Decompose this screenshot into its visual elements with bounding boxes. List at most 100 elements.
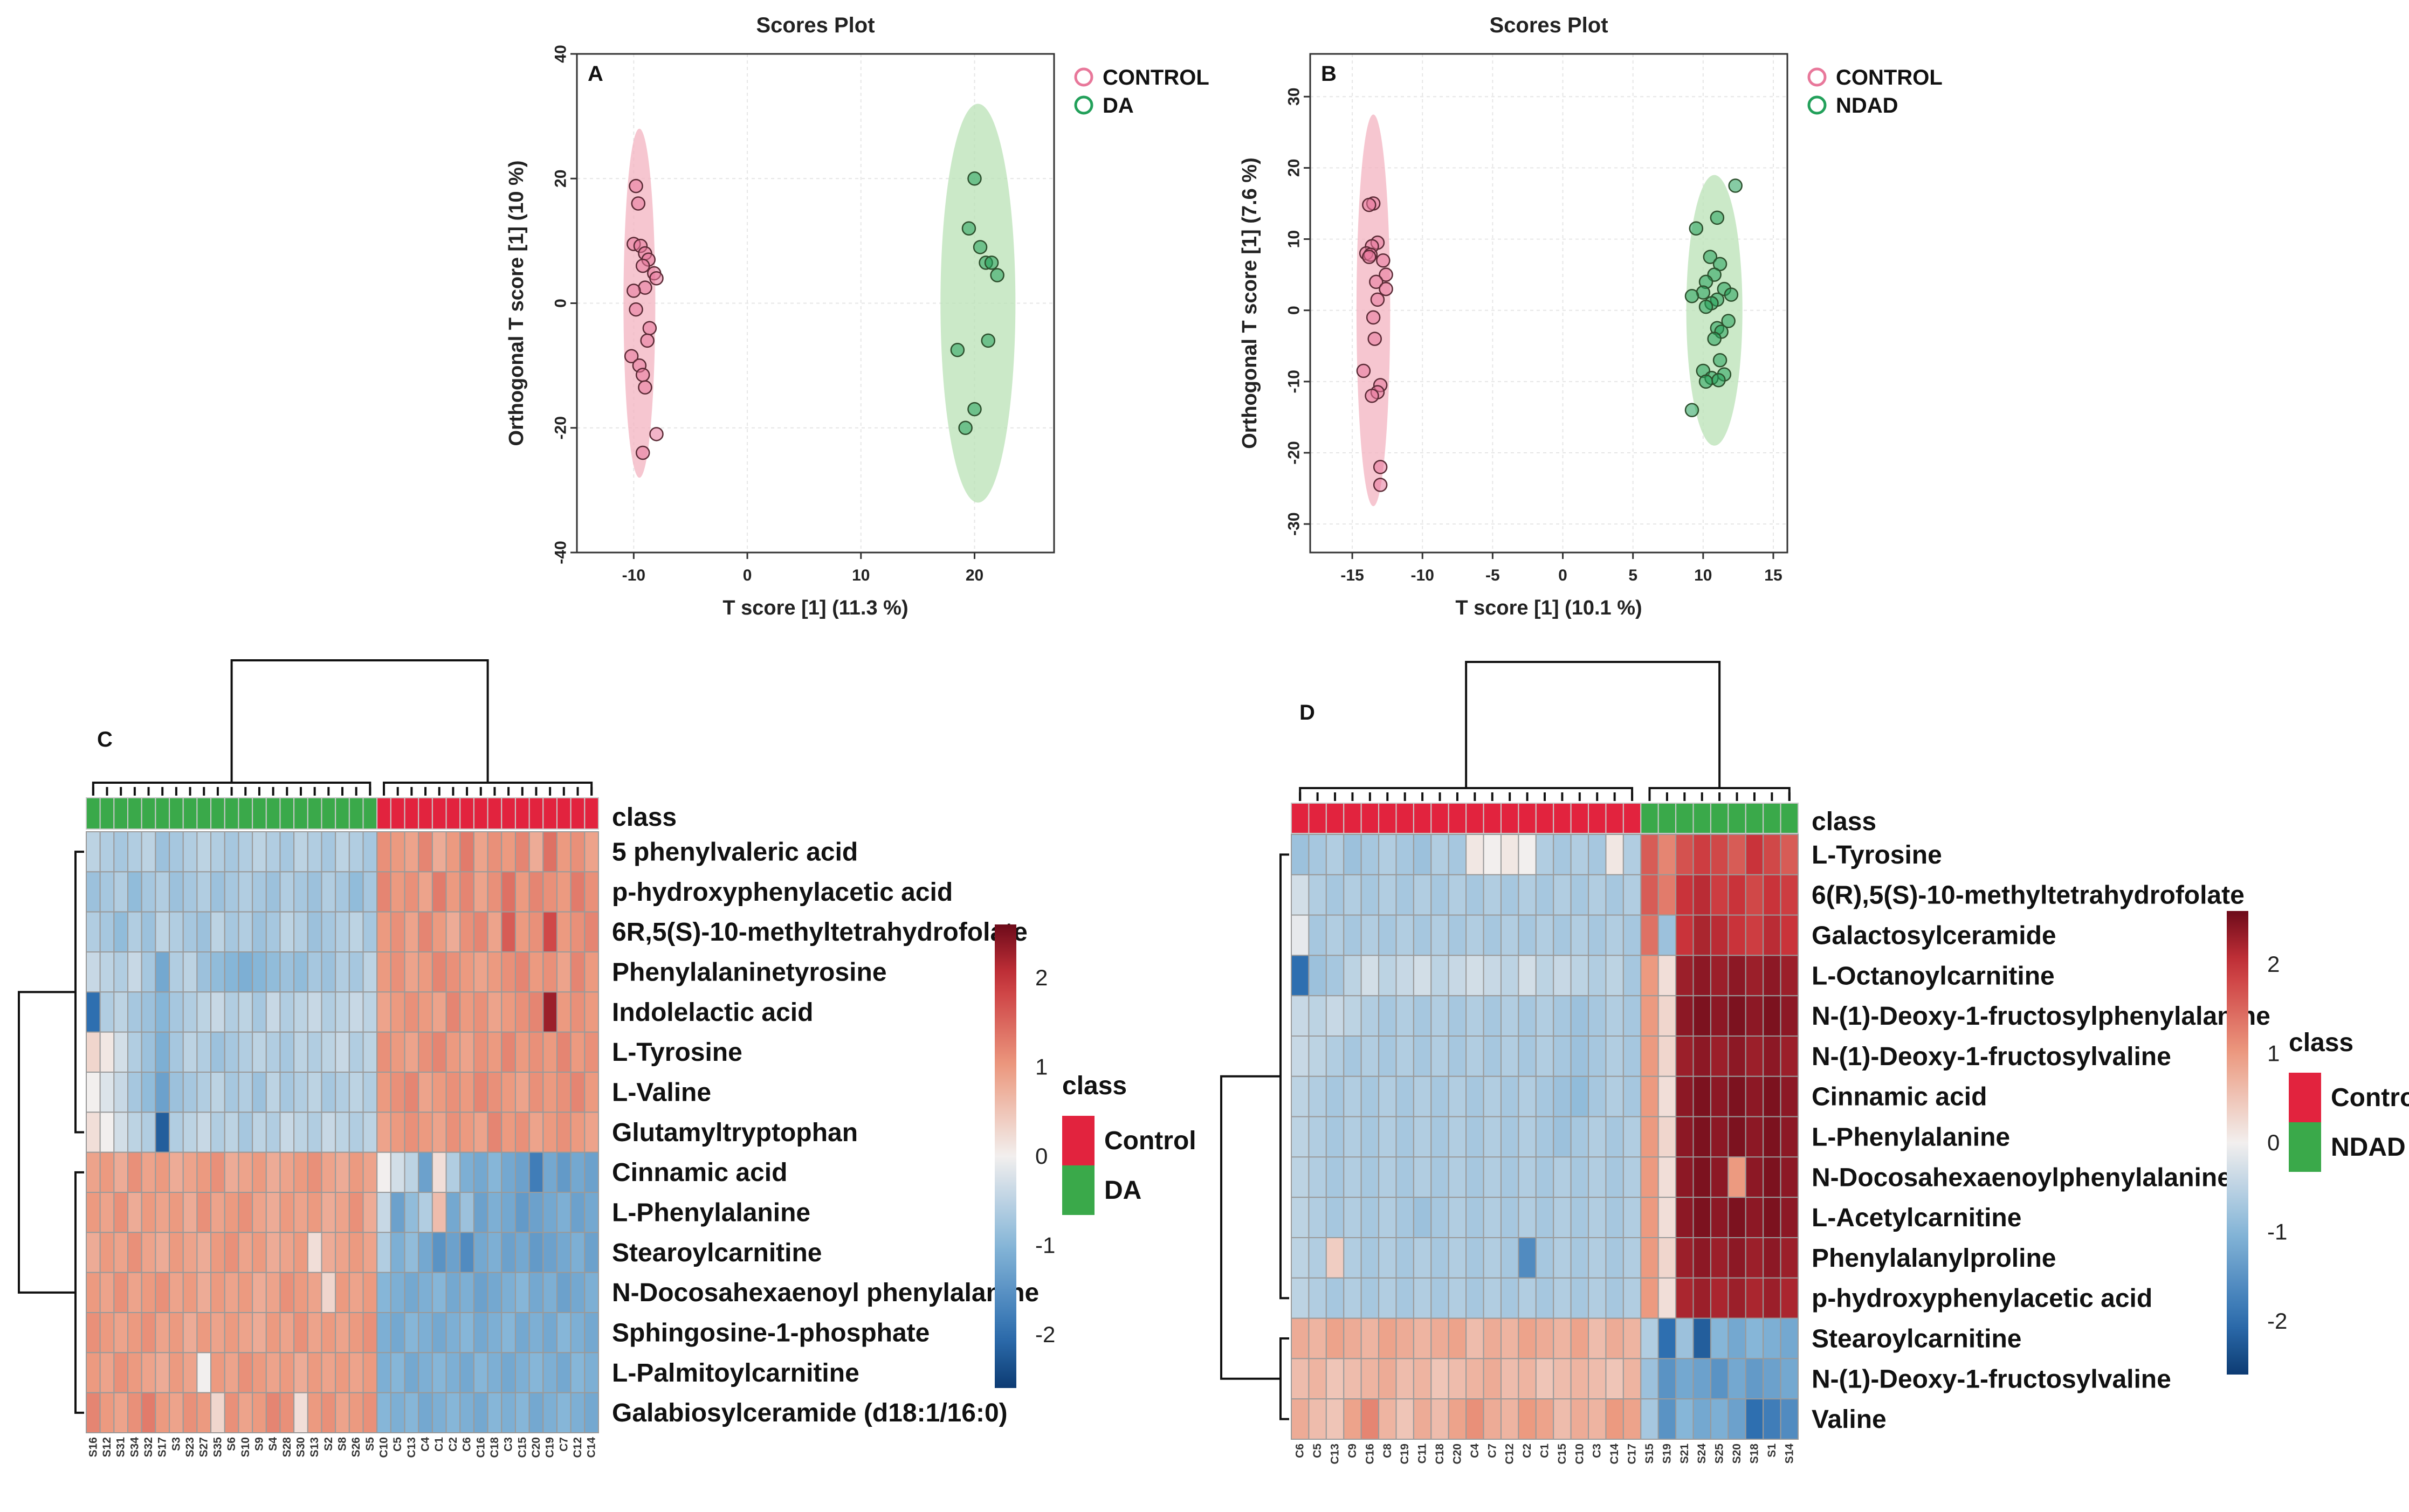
heatmap-cell xyxy=(1727,1317,1746,1359)
data-point xyxy=(984,256,999,270)
row-label: Cinnamic acid xyxy=(1812,1083,1987,1111)
heatmap-cell xyxy=(1588,995,1607,1037)
heatmap-cell xyxy=(1500,1237,1519,1279)
legend-marker xyxy=(1074,95,1093,115)
class-cell xyxy=(473,797,488,830)
heatmap-cell xyxy=(1448,1358,1467,1400)
heatmap-cell xyxy=(86,1192,101,1233)
column-label: C7 xyxy=(557,1437,570,1452)
heatmap-cell xyxy=(1308,1358,1327,1400)
heatmap-cell xyxy=(376,1031,391,1073)
dendrogram-branch xyxy=(383,782,593,796)
heatmap-cell xyxy=(390,1232,405,1273)
legend-swatch xyxy=(1062,1116,1095,1165)
heatmap-cell xyxy=(169,1111,184,1153)
heatmap-cell xyxy=(528,1031,544,1073)
data-point xyxy=(1724,287,1739,302)
heatmap-cell xyxy=(528,1232,544,1273)
heatmap-cell xyxy=(1360,834,1380,875)
heatmap-cell xyxy=(1745,1156,1764,1198)
heatmap-cell xyxy=(169,1151,184,1193)
column-label: S31 xyxy=(115,1437,127,1458)
heatmap-cell xyxy=(1657,1358,1677,1400)
heatmap-cell xyxy=(307,1072,322,1113)
heatmap-cell xyxy=(1763,1075,1781,1117)
heatmap-cell xyxy=(1413,995,1432,1037)
column-label: S4 xyxy=(267,1437,279,1451)
heatmap-cell xyxy=(1570,1358,1589,1400)
column-label: C3 xyxy=(503,1437,515,1452)
heatmap-cell xyxy=(431,1232,447,1273)
dendrogram-branch xyxy=(230,659,489,783)
data-point xyxy=(1367,332,1382,346)
heatmap-cell xyxy=(1622,955,1642,997)
heatmap-cell xyxy=(210,1232,225,1273)
heatmap-cell xyxy=(473,1192,488,1233)
heatmap-cell xyxy=(1727,1358,1746,1400)
heatmap-cell xyxy=(1535,1197,1554,1238)
heatmap-cell xyxy=(1692,874,1711,916)
heatmap-cell xyxy=(542,991,557,1033)
heatmap-cell xyxy=(1483,995,1502,1037)
heatmap-cell xyxy=(362,1232,378,1273)
heatmap-cell xyxy=(556,871,572,913)
heatmap-cell xyxy=(431,1352,447,1393)
column-label: C13 xyxy=(1329,1444,1341,1465)
heatmap-cell xyxy=(418,991,433,1033)
heatmap-cell xyxy=(1710,1035,1729,1077)
heatmap-cell xyxy=(293,1232,308,1273)
column-label: C12 xyxy=(1504,1444,1516,1465)
row-label: L-Tyrosine xyxy=(1812,841,1942,869)
heatmap-cell xyxy=(238,831,253,873)
heatmap-cell xyxy=(1745,1035,1764,1077)
scores-plot-A: -10 0 10 20 -40 -20 0 20 40 Scores Plot A T score [… xyxy=(505,13,1209,619)
heatmap-cell xyxy=(293,1111,308,1153)
heatmap-cell xyxy=(1308,914,1327,956)
heatmap-cell xyxy=(1588,1358,1607,1400)
heatmap-cell xyxy=(1763,1197,1781,1238)
heatmap-cell xyxy=(1518,1358,1537,1400)
column-label: S24 xyxy=(1696,1444,1708,1464)
y-axis-label: Orthogonal T score [1] (10 %) xyxy=(505,161,528,446)
heatmap-cell xyxy=(1360,1116,1380,1158)
heatmap-cell xyxy=(1325,955,1345,997)
heatmap-cell xyxy=(1535,1317,1554,1359)
heatmap-cell xyxy=(1413,1035,1432,1077)
column-label: C9 xyxy=(1346,1444,1359,1458)
row-label: N-(1)-Deoxy-1-fructosylphenylalanine xyxy=(1812,1002,2270,1031)
heatmap-cell xyxy=(252,1072,267,1113)
class-cell xyxy=(1710,803,1729,834)
heatmap-cell xyxy=(528,1151,544,1193)
heatmap-cell xyxy=(1710,955,1729,997)
heatmap-cell xyxy=(113,871,129,913)
heatmap-cell xyxy=(445,1352,461,1393)
class-cell xyxy=(390,797,405,830)
heatmap-cell xyxy=(556,1151,572,1193)
heatmap-cell xyxy=(1553,1075,1572,1117)
heatmap-cell xyxy=(445,1312,461,1354)
x-tick-label: 10 xyxy=(852,567,870,584)
dendrogram-branch xyxy=(1465,661,1721,788)
heatmap-cell xyxy=(1343,914,1362,956)
heatmap-cell xyxy=(1675,1156,1694,1198)
heatmap-cell xyxy=(155,1272,170,1314)
row-label: N-Docosahexaenoylphenylalanine xyxy=(1812,1163,2232,1192)
heatmap-cell xyxy=(348,1392,364,1434)
column-label: C8 xyxy=(1381,1444,1394,1458)
heatmap-cell xyxy=(1727,1398,1746,1440)
class-cell xyxy=(404,797,419,830)
dendrogram-branch xyxy=(1299,787,1634,801)
heatmap-cell xyxy=(1518,834,1537,875)
heatmap-cell xyxy=(528,1392,544,1434)
heatmap-cell xyxy=(1395,874,1414,916)
class-cell xyxy=(321,797,336,830)
heatmap-cell xyxy=(514,1392,530,1434)
heatmap-cell xyxy=(501,1392,516,1434)
heatmap-cell xyxy=(1605,955,1624,997)
heatmap-cell xyxy=(404,1392,419,1434)
heatmap-cell xyxy=(1448,1156,1467,1198)
legend-label: NDAD xyxy=(1836,94,1898,118)
heatmap-cell xyxy=(238,1031,253,1073)
heatmap-cell xyxy=(1360,1197,1380,1238)
heatmap-cell xyxy=(362,831,378,873)
